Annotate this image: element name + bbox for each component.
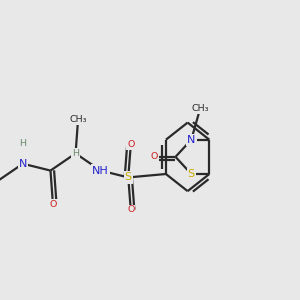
Text: CH₃: CH₃ [191,104,209,113]
Text: O: O [49,200,57,209]
Text: N: N [187,135,196,145]
Text: S: S [188,169,195,179]
Text: S: S [125,172,132,182]
Text: N: N [19,159,27,169]
Text: CH₃: CH₃ [69,115,87,124]
Text: O: O [127,206,134,214]
Text: H: H [72,149,79,158]
Text: NH: NH [92,166,109,176]
Text: O: O [127,140,134,149]
Text: O: O [151,152,158,161]
Text: H: H [20,139,26,148]
